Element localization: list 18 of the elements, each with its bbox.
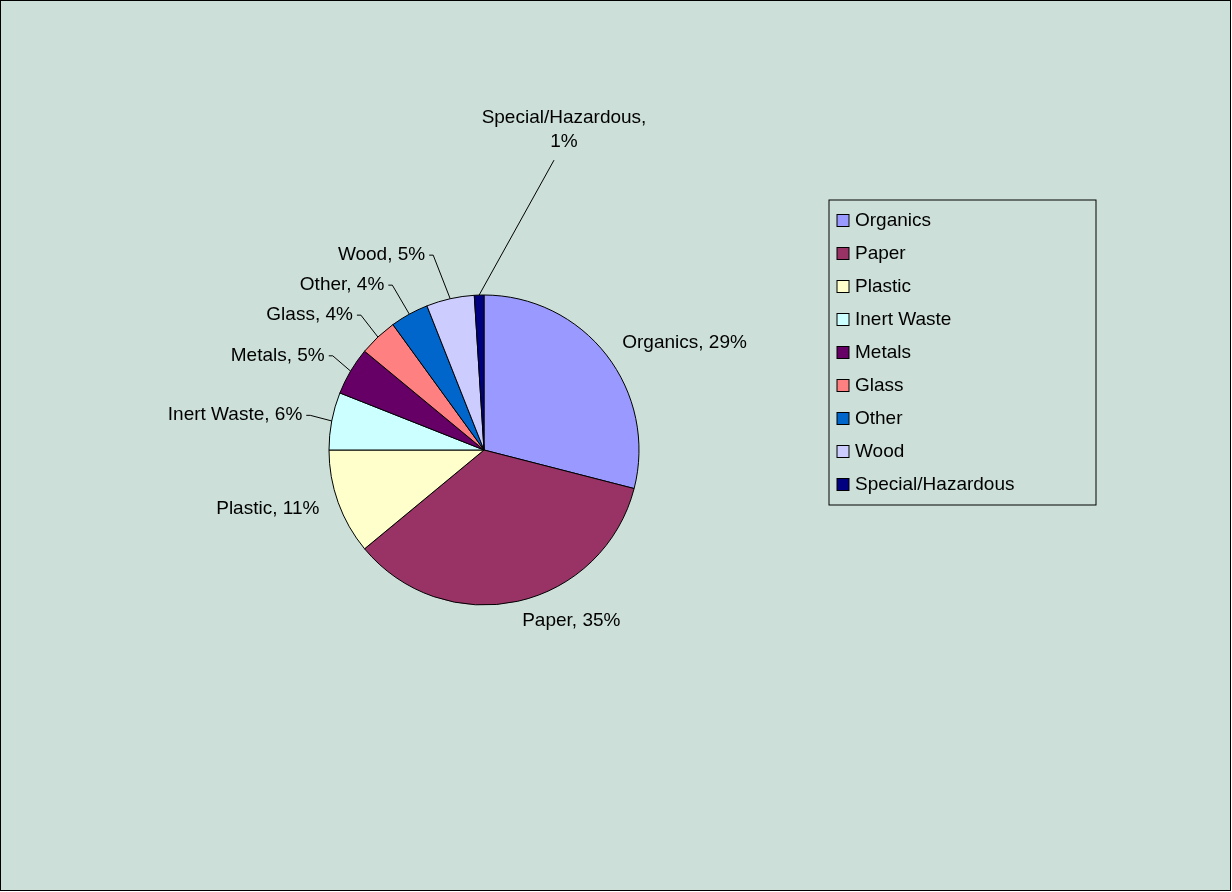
data-label: Wood, 5% xyxy=(337,243,426,265)
legend-label: Plastic xyxy=(855,274,911,296)
data-label: Plastic, 11% xyxy=(216,497,320,519)
legend-label: Metals xyxy=(855,340,911,362)
data-label: Organics, 29% xyxy=(622,330,747,352)
legend-label: Organics xyxy=(855,208,932,230)
legend-label: Inert Waste xyxy=(855,307,952,329)
legend-label: Glass xyxy=(855,373,904,395)
legend-label: Paper xyxy=(855,241,907,263)
data-label: Other, 4% xyxy=(299,273,385,295)
legend-label: Wood xyxy=(855,439,905,461)
data-label: Inert Waste, 6% xyxy=(167,403,303,425)
legend-label: Other xyxy=(855,406,904,428)
data-label: Special/Hazardous, 1% xyxy=(481,106,647,152)
data-label: Glass, 4% xyxy=(266,303,353,325)
legend-label: Special/Hazardous xyxy=(855,472,1015,494)
data-label: Metals, 5% xyxy=(230,343,325,365)
data-label: Paper, 35% xyxy=(522,608,621,630)
